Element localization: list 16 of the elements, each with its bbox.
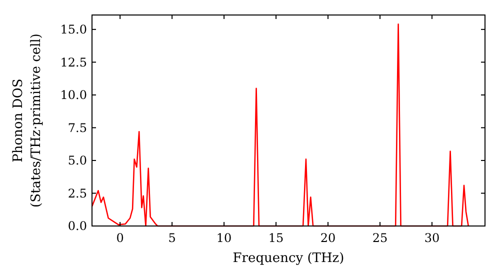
y-axis-title: Phonon DOS (States/THz·primitive cell) <box>11 33 44 208</box>
y-tick-label: 7.5 <box>68 120 87 135</box>
x-tick-label: 5 <box>168 231 176 245</box>
y-tick-label: 2.5 <box>68 186 87 200</box>
y-tick-label: 5.0 <box>68 154 87 168</box>
x-tick-label: 30 <box>424 231 440 245</box>
y-tick-label: 10.0 <box>60 88 87 102</box>
x-tick-label: 25 <box>372 231 388 245</box>
x-tick-label: 15 <box>268 231 284 245</box>
x-tick-label: 10 <box>216 231 232 245</box>
y-tick-label: 15.0 <box>60 22 87 37</box>
x-tick-label: 20 <box>320 231 336 245</box>
y-tick-label: 0.0 <box>68 219 87 234</box>
x-tick-label: 0 <box>116 231 124 245</box>
x-axis-title: Frequency (THz) <box>232 251 344 266</box>
y-tick-label: 12.5 <box>60 55 87 70</box>
